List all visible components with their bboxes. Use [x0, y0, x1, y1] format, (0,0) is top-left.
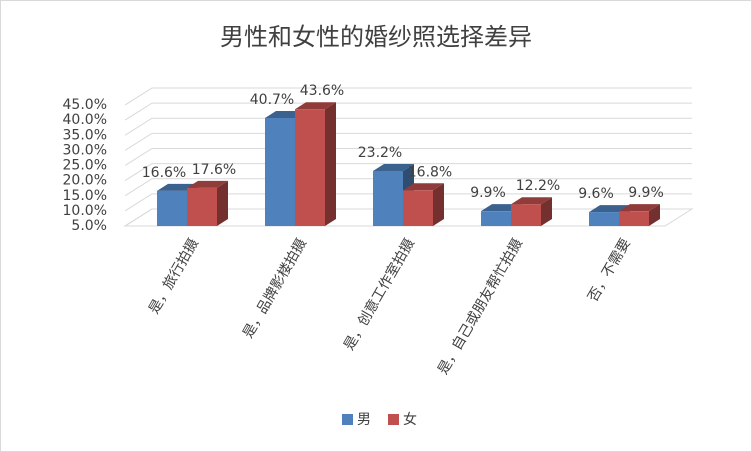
- bar-top: [187, 180, 228, 188]
- legend-label: 女: [403, 411, 417, 428]
- bar-side: [325, 102, 336, 226]
- grid-line: [124, 148, 692, 166]
- bar: [187, 180, 228, 226]
- grid-line: [124, 178, 692, 197]
- grid-line: [124, 102, 692, 121]
- legend-swatch: [342, 414, 353, 425]
- y-tick-label: 5.0%: [71, 218, 107, 234]
- data-label: 43.6%: [300, 83, 344, 99]
- data-label: 16.6%: [142, 165, 186, 181]
- bar-front: [265, 118, 295, 226]
- bar-front: [619, 211, 649, 226]
- bar-side: [649, 204, 660, 226]
- bar-top: [295, 102, 336, 110]
- data-label: 16.8%: [408, 164, 452, 180]
- data-label: 40.7%: [250, 92, 294, 108]
- bar-top: [403, 183, 444, 191]
- bar-front: [481, 211, 511, 226]
- bar-side: [217, 180, 228, 226]
- legend-swatch: [388, 414, 399, 425]
- grid-line: [124, 117, 692, 136]
- chart-title: 男性和女性的婚纱照选择差异: [220, 23, 532, 51]
- bar: [619, 204, 660, 226]
- data-label: 9.6%: [578, 186, 614, 202]
- data-label: 23.2%: [358, 145, 402, 161]
- bar: [295, 102, 336, 226]
- bar-top: [619, 204, 660, 212]
- grid-line: [124, 193, 692, 212]
- y-tick-label: 15.0%: [63, 188, 107, 204]
- data-label: 12.2%: [516, 178, 560, 194]
- bar: [403, 183, 444, 226]
- bar-side: [541, 197, 552, 226]
- y-tick-label: 20.0%: [63, 173, 107, 189]
- y-tick-label: 45.0%: [63, 97, 107, 113]
- bar-side: [433, 183, 444, 226]
- bar-front: [187, 187, 217, 226]
- grid-line: [124, 163, 692, 182]
- bar-front: [589, 212, 619, 226]
- legend-label: 男: [357, 412, 371, 428]
- grid-line: [124, 87, 692, 106]
- grid-line: [124, 132, 692, 151]
- bar-front: [157, 190, 187, 226]
- bar-front: [511, 204, 541, 226]
- bar-front: [373, 170, 403, 226]
- bar-front: [403, 190, 433, 226]
- y-tick-label: 25.0%: [63, 158, 107, 174]
- bar-front: [295, 109, 325, 226]
- data-label: 17.6%: [192, 162, 236, 178]
- data-label: 9.9%: [470, 185, 506, 201]
- bar-top: [589, 205, 630, 213]
- bar-top: [511, 197, 552, 205]
- bar: [511, 197, 552, 226]
- y-tick-label: 30.0%: [63, 142, 107, 158]
- bar-top: [373, 163, 414, 171]
- y-tick-label: 10.0%: [63, 203, 107, 219]
- y-tick-label: 40.0%: [63, 112, 107, 128]
- y-tick-label: 35.0%: [63, 127, 107, 143]
- data-label: 9.9%: [628, 185, 664, 201]
